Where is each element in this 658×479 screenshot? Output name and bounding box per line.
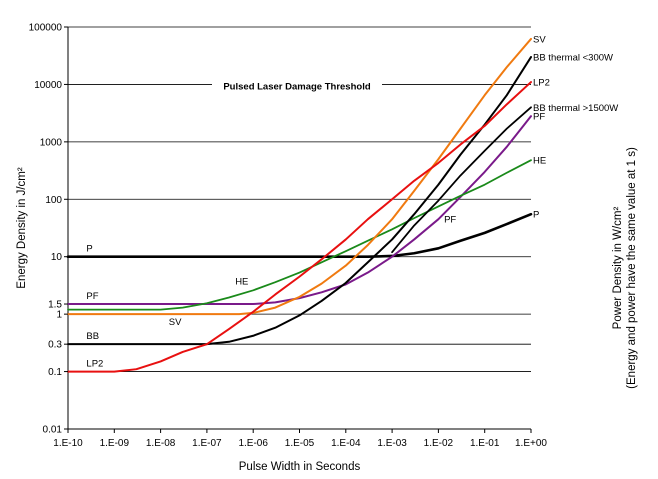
y-tick-label: 100 xyxy=(45,195,62,206)
series-label-sv: SV xyxy=(169,317,182,328)
series-label-pf: PF xyxy=(86,291,98,302)
y2-axis-title-line2: (Energy and power have the same value at… xyxy=(626,147,638,389)
x-tick-label: 1.E-04 xyxy=(331,438,361,449)
series-label-p: P xyxy=(86,244,92,255)
x-tick-label: 1.E-03 xyxy=(377,438,407,449)
y-tick-label: 0.1 xyxy=(48,367,62,378)
series-line-bb-thermal-1500w xyxy=(391,106,532,254)
y-tick-label: 10 xyxy=(51,252,63,263)
y-tick-label: 100000 xyxy=(29,23,63,34)
series-label-p: P xyxy=(533,210,539,221)
chart-title: Pulsed Laser Damage Threshold xyxy=(223,82,370,93)
x-tick-label: 1.E-08 xyxy=(146,438,176,449)
series-label-pf: PF xyxy=(444,215,456,226)
y-tick-label: 1000 xyxy=(40,137,63,148)
y-tick-label: 1.5 xyxy=(48,300,62,311)
series-labels: P P PF PF PF HE HE SV SV BB BB thermal <300W BB the… xyxy=(86,34,618,369)
x-tick-label: 1.E-06 xyxy=(238,438,268,449)
series-line-p xyxy=(66,212,533,259)
y-tick-label: 0.01 xyxy=(43,425,63,436)
series-label-he: HE xyxy=(235,276,248,287)
series-label-pf: PF xyxy=(533,112,545,123)
series-label-lp2: LP2 xyxy=(533,78,550,89)
series-line-pf xyxy=(67,115,532,306)
series-label-lp2: LP2 xyxy=(86,359,103,370)
x-tick-labels: 1.E-10 1.E-09 1.E-08 1.E-07 1.E-06 1.E-05 1.E-… xyxy=(53,429,547,449)
series-label-he: HE xyxy=(533,156,546,167)
x-tick-label: 1.E-10 xyxy=(53,438,83,449)
x-tick-label: 1.E-07 xyxy=(192,438,222,449)
title-background xyxy=(212,78,382,93)
x-tick-label: 1.E-01 xyxy=(470,438,500,449)
x-axis-title: Pulse Width in Seconds xyxy=(239,461,361,473)
series-group xyxy=(66,37,533,373)
y-tick-label: 0.3 xyxy=(48,340,62,351)
x-tick-label: 1.E-02 xyxy=(424,438,454,449)
series-line-sv xyxy=(67,37,532,316)
y-tick-label: 10000 xyxy=(34,80,62,91)
series-label-bb: BB xyxy=(86,331,99,342)
series-line-lp2 xyxy=(67,81,532,373)
series-label-bb-thermal-300w: BB thermal <300W xyxy=(533,53,613,64)
series-line-bb xyxy=(67,56,532,346)
series-line-he xyxy=(67,159,532,311)
y-tick-label: 1 xyxy=(56,310,62,321)
y-axis-title: Energy Density in J/cm² xyxy=(16,167,28,289)
series-label-bb-thermal-1500w: BB thermal >1500W xyxy=(533,103,618,114)
y-tick-labels: 0.01 0.1 0.3 11.5 10 100 1000 10000 100000 xyxy=(29,23,68,436)
x-tick-label: 1.E-09 xyxy=(100,438,130,449)
y2-axis-title-line1: Power Density in W/cm² xyxy=(612,206,624,329)
x-tick-label: 1.E-05 xyxy=(285,438,315,449)
series-label-sv: SV xyxy=(533,34,546,45)
title-annotation-group: Pulsed Laser Damage Threshold xyxy=(212,78,382,93)
x-tick-label: 1.E+00 xyxy=(515,438,547,449)
